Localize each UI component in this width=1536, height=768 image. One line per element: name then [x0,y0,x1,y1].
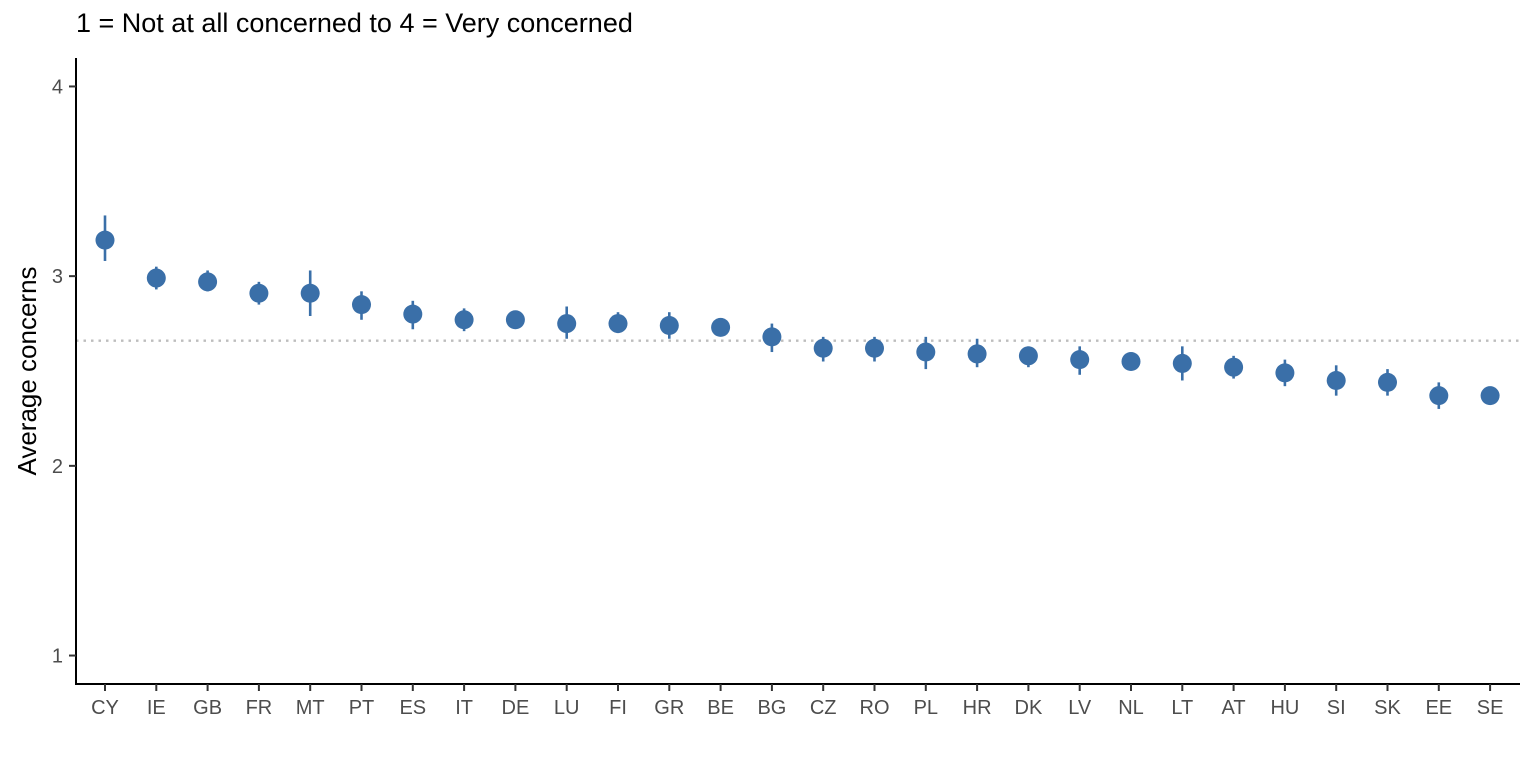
point-SE [1480,386,1500,406]
x-tick-label-EE: EE [1425,697,1452,719]
x-tick-label-FI: FI [609,697,627,719]
x-tick-label-RO: RO [860,697,890,719]
x-tick-label-MT: MT [296,697,325,719]
x-tick-label-PL: PL [914,697,938,719]
x-tick-label-ES: ES [399,697,426,719]
x-tick-label-LV: LV [1068,697,1092,719]
point-ES [403,304,423,324]
x-tick-label-HU: HU [1270,697,1299,719]
point-AT [1224,357,1244,377]
point-MT [300,283,320,303]
chart-title: 1 = Not at all concerned to 4 = Very con… [76,8,633,38]
x-tick-label-CZ: CZ [810,697,837,719]
point-BG [762,327,782,347]
x-tick-label-BE: BE [707,697,734,719]
x-tick-label-IT: IT [455,697,473,719]
axes [69,58,1520,691]
x-tick-label-DK: DK [1015,697,1043,719]
point-GB [198,272,218,292]
y-tick-label-1: 1 [52,646,63,668]
point-LV [1070,350,1090,370]
y-axis-title: Average concerns [12,266,42,475]
x-tick-label-FR: FR [246,697,273,719]
point-IE [146,268,166,288]
tick-labels: 1 2 3 4 Average concerns CY IE GB FR MT PT ES IT DE LU… [12,76,1503,719]
point-BE [711,317,731,337]
x-tick-label-LT: LT [1171,697,1193,719]
point-DK [1018,346,1038,366]
x-tick-label-GR: GR [654,697,684,719]
point-IT [454,310,474,330]
x-tick-label-DE: DE [502,697,530,719]
x-tick-label-SE: SE [1477,697,1504,719]
point-DE [505,310,525,330]
x-tick-label-CY: CY [91,697,119,719]
x-tick-label-AT: AT [1222,697,1246,719]
point-CZ [813,338,833,358]
point-EE [1429,386,1449,406]
data-marks [95,215,1500,409]
x-tick-label-LU: LU [554,697,580,719]
point-PT [352,295,371,315]
point-FR [249,283,269,303]
point-CY [95,230,115,250]
point-HU [1275,363,1295,383]
x-tick-label-PT: PT [349,697,375,719]
point-LT [1172,353,1192,373]
point-LU [557,314,577,334]
y-tick-label-3: 3 [52,266,63,288]
y-tick-label-4: 4 [52,76,63,98]
point-HR [967,344,987,364]
x-tick-label-HR: HR [963,697,992,719]
point-PL [916,342,936,362]
x-tick-label-SI: SI [1327,697,1346,719]
point-RO [865,338,884,358]
point-NL [1121,352,1141,372]
y-tick-label-2: 2 [52,456,63,478]
x-tick-label-IE: IE [147,697,166,719]
point-SK [1378,372,1397,392]
x-tick-label-BG: BG [757,697,786,719]
x-tick-label-GB: GB [193,697,222,719]
x-tick-label-NL: NL [1118,697,1144,719]
point-SI [1326,370,1346,390]
point-FI [608,314,628,334]
x-tick-label-SK: SK [1374,697,1401,719]
point-GR [659,315,679,335]
